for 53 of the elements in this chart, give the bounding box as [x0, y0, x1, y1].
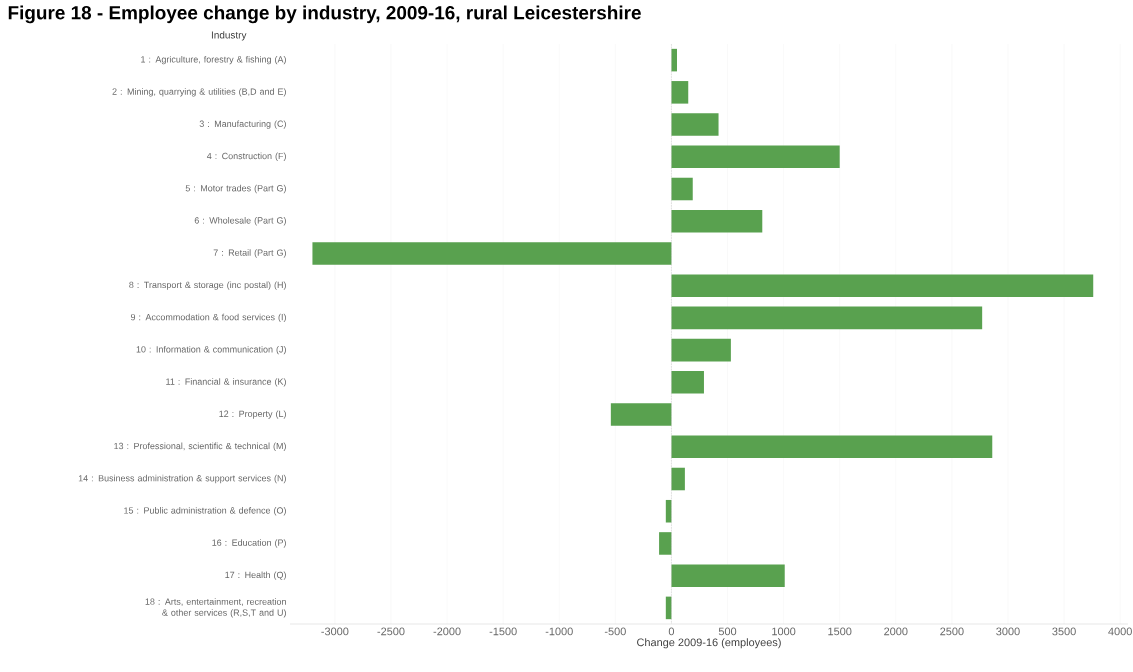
y-tick-label: 6 : Wholesale (Part G) [194, 217, 286, 226]
x-tick-label: -1000 [545, 627, 573, 636]
x-tick-label: 2000 [884, 627, 908, 636]
y-tick-label: 5 : Motor trades (Part G) [185, 184, 286, 194]
y-tick-label: 16 : Education (P) [212, 539, 286, 548]
y-tick-label: 2 : Mining, quarrying & utilities (B,D and E) [112, 88, 286, 97]
y-tick-label: 1 : Agriculture, forestry & fishing (A) [141, 55, 286, 65]
bar [671, 564, 785, 587]
bar [671, 81, 689, 104]
y-tick-label: 4 : Construction (F) [206, 152, 286, 161]
bar [665, 499, 672, 523]
x-tick-label: 500 [718, 627, 737, 636]
x-tick-label: 0 [668, 627, 675, 636]
bar [671, 113, 719, 136]
bar [610, 403, 672, 426]
x-tick-label: 1000 [772, 627, 796, 636]
bar [671, 435, 993, 459]
y-tick-label: 9 : Accommodation & food services (I) [130, 313, 286, 323]
y-tick-label: 11 : Financial & insurance (K) [166, 378, 286, 387]
bar [312, 242, 672, 265]
y-tick-label: 17 : Health (Q) [225, 571, 286, 580]
y-axis-title: Industry [211, 31, 247, 41]
bar [671, 145, 840, 169]
x-tick-label: -2000 [433, 627, 461, 636]
y-tick-label: 8 : Transport & storage (inc postal) (H) [129, 281, 286, 290]
bar [671, 467, 685, 491]
x-tick-label: -500 [604, 627, 626, 636]
x-tick-label: 2500 [940, 627, 964, 636]
x-tick-label: -1500 [489, 627, 517, 636]
bar [659, 532, 672, 555]
y-tick-label: 14 : Business administration & support services (N) [78, 474, 286, 484]
y-tick-label: 12 : Property (L) [219, 410, 286, 419]
x-tick-label: 3500 [1052, 627, 1076, 636]
x-tick-label: 4000 [1108, 627, 1132, 636]
y-tick-label: 15 : Public administration & defence (O) [124, 507, 286, 516]
y-tick-label: 13 : Professional, scientific & technical (M) [114, 442, 286, 451]
bar [671, 338, 731, 362]
x-tick-label: 3000 [996, 627, 1020, 636]
x-tick-label: -3000 [321, 627, 349, 636]
y-tick-label: 3 : Manufacturing (C) [199, 120, 286, 129]
bar [671, 371, 704, 394]
chart-title: Figure 18 - Employee change by industry, 2009-16, rural Leicestershire [8, 5, 641, 24]
y-tick-label: 7 : Retail (Part G) [213, 249, 286, 258]
x-tick-label: -2500 [377, 627, 405, 636]
x-axis-title: Change 2009-16 (employees) [637, 638, 781, 649]
x-tick-label: 1500 [828, 627, 852, 636]
bar [671, 274, 1094, 297]
bar [671, 48, 678, 72]
bar [671, 306, 983, 330]
bar [671, 177, 693, 201]
bar [671, 209, 763, 233]
y-tick-label: 10 : Information & communication (J) [136, 345, 286, 355]
y-tick-label: 18 : Arts, entertainment, recreation & other services (R,S,T and U) [145, 598, 286, 618]
